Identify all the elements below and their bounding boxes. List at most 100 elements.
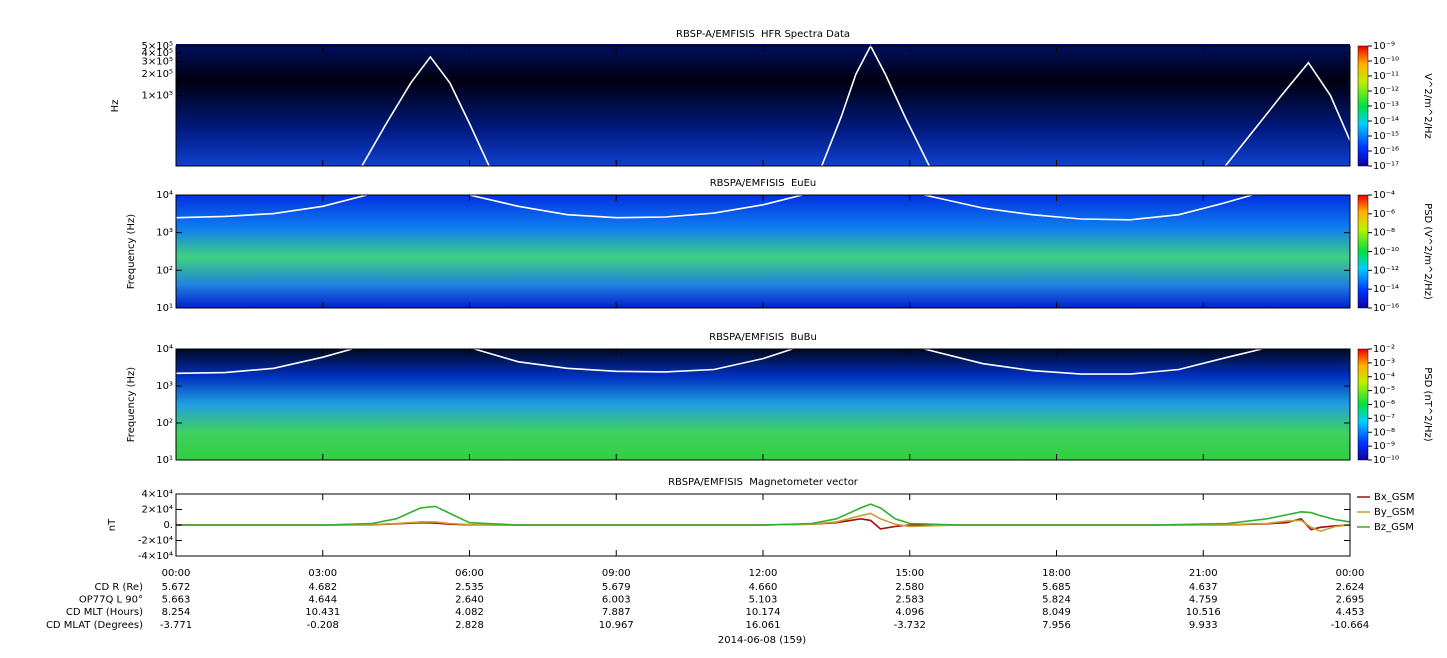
ephemeris-value: -3.732: [894, 620, 926, 631]
legend-label: Bz_GSM: [1374, 522, 1414, 533]
ephemeris-value: 5.103: [749, 595, 778, 606]
colorbar-tick-label: 10⁻⁸: [1373, 427, 1395, 438]
ephemeris-value: 4.082: [455, 607, 484, 618]
colorbar-tick-label: 10⁻¹⁶: [1373, 303, 1399, 314]
series-line: [175, 348, 1263, 375]
colorbar-tick-label: 10⁻⁶: [1373, 209, 1395, 220]
ephemeris-value: 2.580: [895, 582, 924, 593]
date-label: 2014-06-08 (159): [718, 635, 806, 646]
colorbar-tick-label: 10⁻¹¹: [1373, 71, 1399, 82]
ephemeris-value: 5.685: [1042, 582, 1071, 593]
legend-label: Bx_GSM: [1374, 492, 1415, 503]
ephemeris-value: 2.535: [455, 582, 484, 593]
panel-title: RBSPA/EMFISIS Magnetometer vector: [668, 477, 859, 488]
ephemeris-value: 4.644: [308, 595, 337, 606]
ephemeris-value: 2.695: [1336, 595, 1365, 606]
ephemeris-value: 5.663: [162, 595, 191, 606]
x-tick-label: 00:00: [162, 568, 191, 579]
ephemeris-value: 4.096: [895, 607, 924, 618]
series-line: [176, 512, 1351, 533]
ephemeris-value: 5.679: [602, 582, 631, 593]
y-tick-label: -2×10⁴: [138, 536, 173, 547]
colorbar-tick-label: 10⁻¹²: [1373, 265, 1399, 276]
colorbar-tick-label: 10⁻³: [1373, 358, 1395, 369]
ephemeris-value: 6.003: [602, 595, 631, 606]
colorbar-tick-label: 10⁻¹⁴: [1373, 116, 1399, 127]
colorbar-tick-label: 10⁻⁵: [1373, 386, 1395, 397]
colorbar-tick-label: 10⁻⁷: [1373, 413, 1395, 424]
y-tick-label: -4×10⁴: [138, 551, 173, 562]
colorbar-tick-label: 10⁻⁹: [1373, 441, 1395, 452]
y-tick-label: 1×10⁵: [142, 90, 173, 101]
ephemeris-label: CD MLT (Hours): [66, 607, 143, 618]
ephemeris-value: 10.431: [305, 607, 340, 618]
colorbar: [1357, 45, 1369, 167]
y-tick-label: 4×10⁴: [142, 489, 173, 500]
x-tick-label: 06:00: [455, 568, 484, 579]
ephemeris-value: 5.672: [162, 582, 191, 593]
y-tick-label: 10⁴: [156, 344, 173, 355]
ephemeris-value: 2.624: [1336, 582, 1365, 593]
colorbar: [1357, 348, 1369, 461]
ephemeris-value: -3.771: [160, 620, 192, 631]
y-axis-label: Frequency (Hz): [126, 367, 137, 443]
ephemeris-label: CD MLAT (Degrees): [46, 620, 143, 631]
ephemeris-value: 2.583: [895, 595, 924, 606]
ephemeris-value: 7.956: [1042, 620, 1071, 631]
y-tick-label: 4×10⁵: [142, 48, 173, 59]
y-tick-label: 2×10⁵: [142, 69, 173, 80]
ephemeris-value: 2.828: [455, 620, 484, 631]
ephemeris-value: 2.640: [455, 595, 484, 606]
x-tick-label: 00:00: [1336, 568, 1365, 579]
y-axis-label: nT: [107, 518, 118, 531]
colorbar: [1357, 194, 1369, 309]
colorbar-tick-label: 10⁻¹⁵: [1373, 131, 1399, 142]
y-tick-label: 10¹: [156, 455, 173, 466]
colorbar-tick-label: 10⁻¹²: [1373, 86, 1399, 97]
ephemeris-value: 4.453: [1336, 607, 1365, 618]
ephemeris-value: 5.824: [1042, 595, 1071, 606]
colorbar-tick-label: 10⁻⁹: [1373, 41, 1395, 52]
x-tick-label: 03:00: [308, 568, 337, 579]
ephemeris-value: 8.254: [162, 607, 191, 618]
ephemeris-value: 10.967: [599, 620, 634, 631]
y-tick-label: 10³: [156, 228, 173, 239]
y-tick-label: 10³: [156, 381, 173, 392]
panel-title: RBSPA/EMFISIS EuEu: [710, 178, 817, 189]
ephemeris-value: 8.049: [1042, 607, 1071, 618]
x-tick-label: 12:00: [749, 568, 778, 579]
ephemeris-value: 10.174: [746, 607, 781, 618]
y-tick-label: 5×10⁵: [142, 41, 173, 52]
colorbar-label: V^2/m^2/Hz: [1422, 73, 1433, 139]
y-tick-label: 10²: [156, 265, 173, 276]
colorbar-tick-label: 10⁻⁴: [1373, 190, 1395, 201]
y-tick-label: 10²: [156, 418, 173, 429]
y-tick-label: 3×10⁵: [142, 57, 173, 68]
colorbar-tick-label: 10⁻¹⁷: [1373, 161, 1399, 172]
legend-label: By_GSM: [1374, 507, 1415, 518]
x-tick-label: 21:00: [1189, 568, 1218, 579]
spectrogram-image: [176, 44, 1350, 166]
y-tick-label: 2×10⁴: [142, 505, 173, 516]
ephemeris-value: 4.637: [1189, 582, 1218, 593]
x-tick-label: 09:00: [602, 568, 631, 579]
ephemeris-value: 4.759: [1189, 595, 1218, 606]
y-tick-label: 10¹: [156, 303, 173, 314]
colorbar-tick-label: 10⁻⁴: [1373, 372, 1395, 383]
colorbar-tick-label: 10⁻¹⁶: [1373, 146, 1399, 157]
spectrogram-image: [176, 195, 1350, 308]
colorbar-tick-label: 10⁻⁶: [1373, 400, 1395, 411]
series-line: [176, 503, 1351, 526]
y-axis-label: Hz: [110, 100, 121, 113]
ephemeris-label: CD R (Re): [95, 582, 144, 593]
colorbar-tick-label: 10⁻¹⁰: [1373, 455, 1399, 466]
ephemeris-value: -10.664: [1331, 620, 1370, 631]
ephemeris-value: 9.933: [1189, 620, 1218, 631]
y-tick-label: 10⁴: [156, 190, 173, 201]
colorbar-tick-label: 10⁻¹⁰: [1373, 247, 1399, 258]
y-axis-label: Frequency (Hz): [126, 214, 137, 290]
ephemeris-value: 7.887: [602, 607, 631, 618]
y-tick-label: 0.: [163, 520, 173, 531]
